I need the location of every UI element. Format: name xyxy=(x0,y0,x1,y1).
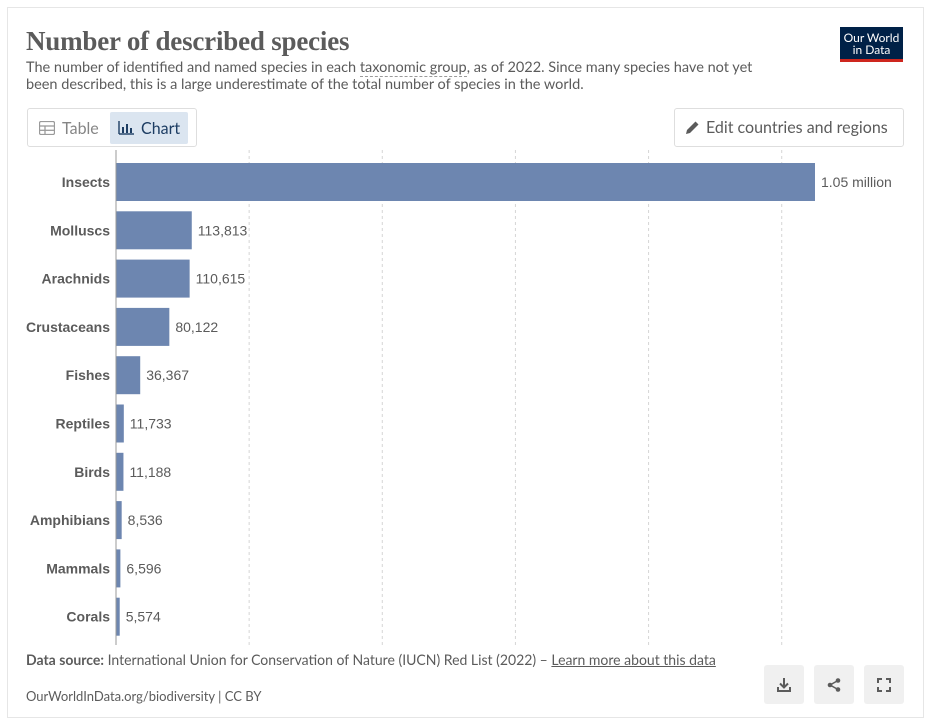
bar-corals[interactable] xyxy=(116,597,120,636)
fullscreen-button[interactable] xyxy=(864,665,904,704)
value-label: 80,122 xyxy=(175,319,218,335)
bar-arachnids[interactable] xyxy=(116,259,190,298)
category-label[interactable]: Crustaceans xyxy=(26,319,110,335)
category-label[interactable]: Insects xyxy=(62,174,110,190)
category-label[interactable]: Corals xyxy=(66,609,110,625)
logo-line-1: Our World xyxy=(843,30,900,45)
category-label[interactable]: Fishes xyxy=(66,367,111,383)
learn-more-link[interactable]: Learn more about this data xyxy=(551,651,716,668)
edit-countries-button[interactable]: Edit countries and regions xyxy=(674,108,904,147)
bar-birds[interactable] xyxy=(116,452,124,491)
value-label: 6,596 xyxy=(126,560,161,576)
value-label: 113,813 xyxy=(198,222,248,238)
value-label: 11,188 xyxy=(129,464,171,480)
subtitle-term-link[interactable]: taxonomic group xyxy=(359,59,467,77)
value-label: 1.05 million xyxy=(821,174,892,190)
owid-logo[interactable]: Our World in Data xyxy=(840,27,903,62)
category-label[interactable]: Amphibians xyxy=(30,512,110,528)
edit-countries-label: Edit countries and regions xyxy=(706,118,888,137)
logo-line-2: in Data xyxy=(852,42,891,57)
value-label: 110,615 xyxy=(196,271,246,287)
subtitle-text-1: The number of identified and named speci… xyxy=(26,59,360,76)
bar-crustaceans[interactable] xyxy=(116,307,170,346)
bar-reptiles[interactable] xyxy=(116,404,124,443)
bar-chart: Insects 1.05 million Molluscs 113,813 Arachn… xyxy=(26,150,892,645)
table-icon xyxy=(39,121,55,135)
pencil-icon xyxy=(686,121,699,134)
subtitle-text-2: , as of 2022. Since many species have no… xyxy=(26,59,753,93)
share-icon xyxy=(827,677,841,692)
category-label[interactable]: Arachnids xyxy=(42,271,111,287)
download-button[interactable] xyxy=(764,665,804,704)
subtitle: The number of identified and named speci… xyxy=(26,59,786,93)
share-button[interactable] xyxy=(814,665,854,704)
bar-insects[interactable] xyxy=(116,163,815,201)
source-text: International Union for Conservation of … xyxy=(104,651,552,668)
value-label: 5,574 xyxy=(126,609,161,625)
data-source: Data source: International Union for Con… xyxy=(26,651,756,668)
bar-fishes[interactable] xyxy=(116,356,141,395)
bar-molluscs[interactable] xyxy=(116,211,192,250)
bar-chart-icon xyxy=(118,121,134,135)
url-license[interactable]: OurWorldInData.org/biodiversity | CC BY xyxy=(26,688,262,704)
category-label[interactable]: Reptiles xyxy=(56,416,111,432)
category-label[interactable]: Mammals xyxy=(46,560,110,576)
bar-amphibians[interactable] xyxy=(116,501,122,540)
category-label[interactable]: Birds xyxy=(74,464,110,480)
tab-chart-label: Chart xyxy=(141,118,181,138)
tab-chart[interactable]: Chart xyxy=(110,112,189,144)
value-label: 11,733 xyxy=(130,416,172,432)
category-label[interactable]: Molluscs xyxy=(50,222,110,238)
view-tabs: Table Chart xyxy=(27,108,197,147)
tab-table[interactable]: Table xyxy=(31,112,107,144)
tab-table-label: Table xyxy=(62,118,99,138)
download-icon xyxy=(777,677,791,692)
value-label: 36,367 xyxy=(146,367,189,383)
page-title: Number of described species xyxy=(26,26,350,56)
bar-mammals[interactable] xyxy=(116,549,121,588)
source-label: Data source: xyxy=(26,651,105,668)
fullscreen-icon xyxy=(877,677,891,692)
value-label: 8,536 xyxy=(128,512,163,528)
